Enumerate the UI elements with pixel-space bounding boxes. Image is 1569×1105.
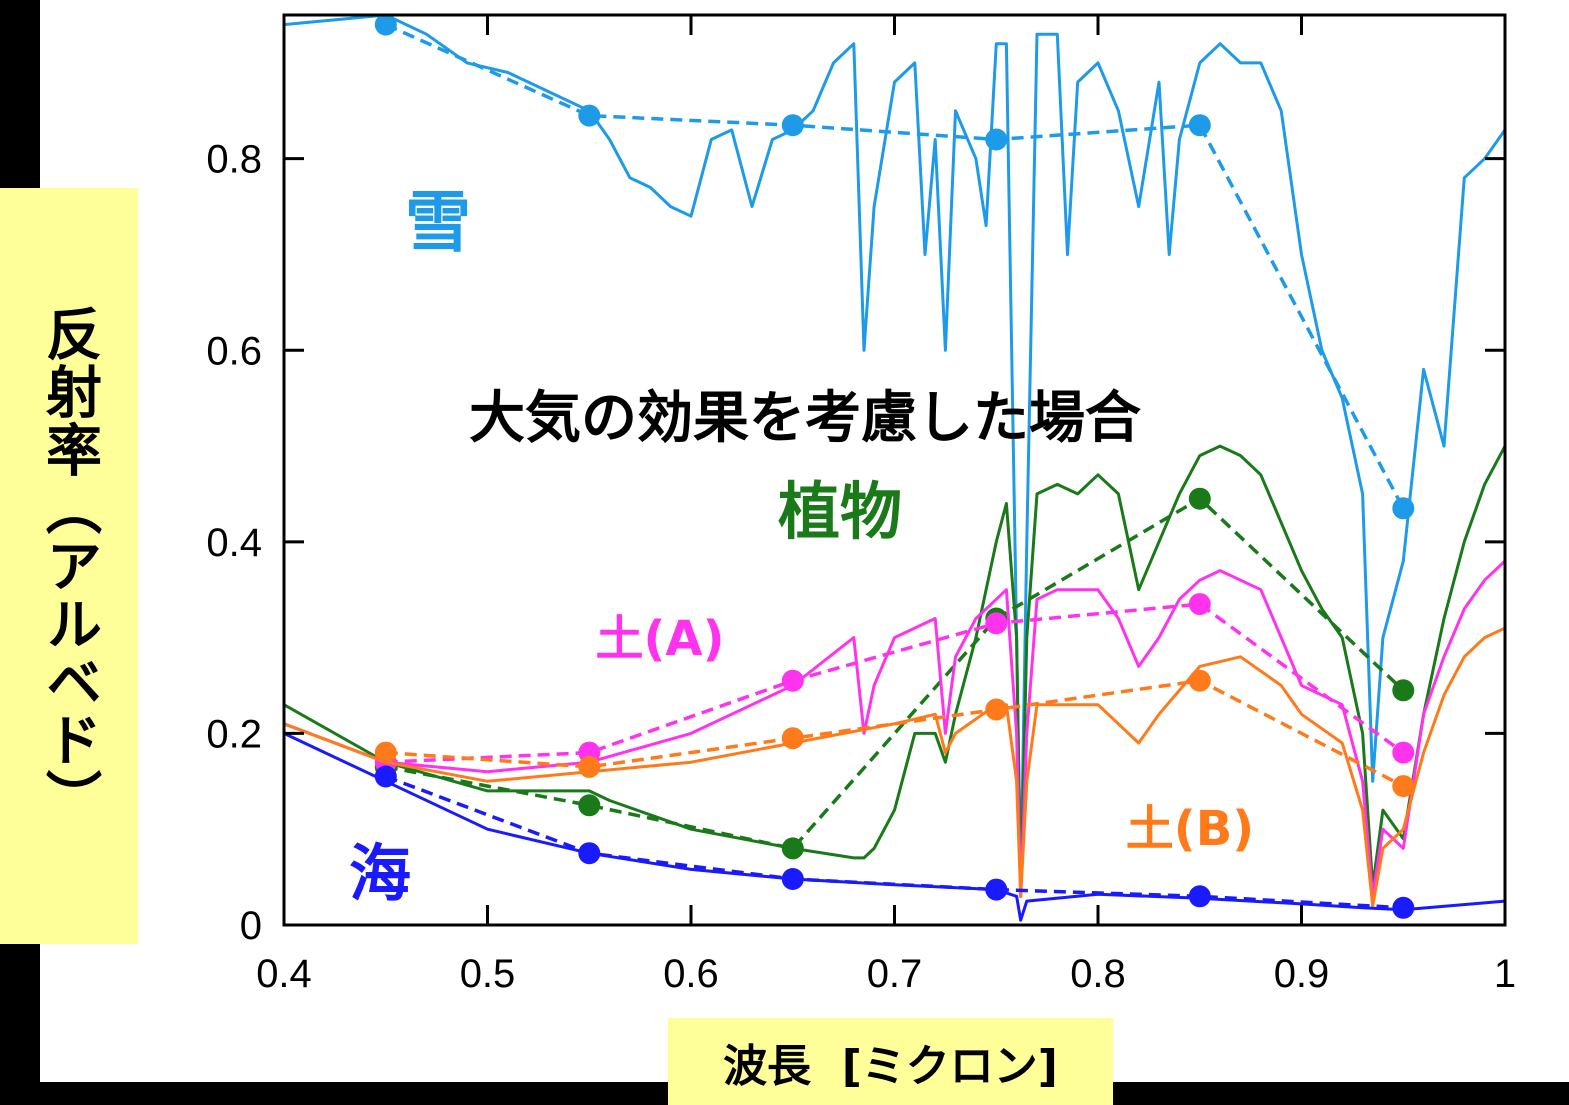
series-4-spectrum-line <box>283 732 1506 922</box>
y-tick-label-3: 0.6 <box>206 329 262 373</box>
series-2-point-5 <box>1392 741 1415 764</box>
series-3-point-2 <box>781 727 804 750</box>
series-0-point-4 <box>1188 114 1211 137</box>
series-3-point-3 <box>985 698 1008 721</box>
series-0-point-2 <box>781 114 804 137</box>
x-tick-label-6: 1 <box>1494 952 1516 996</box>
series-2-band-average-line <box>385 602 1405 764</box>
series-4 <box>283 732 1506 922</box>
y-axis-label-box: 反射率（アルベド） <box>0 188 138 944</box>
series-label-soil-a: 土(A) <box>595 611 724 667</box>
series-1-point-4 <box>1188 487 1211 510</box>
y-tick-label-1: 0.2 <box>206 712 262 756</box>
x-tick-label-1: 0.5 <box>460 952 516 996</box>
series-1-point-2 <box>781 837 804 860</box>
series-4-point-0 <box>374 765 397 788</box>
y-tick-label-4: 0.8 <box>206 138 262 182</box>
annotation-title: 大気の効果を考慮した場合 <box>469 386 1141 451</box>
series-0 <box>283 13 1507 889</box>
series-label-ocean: 海 <box>349 837 411 910</box>
series-3-point-4 <box>1188 669 1211 692</box>
series-2-point-3 <box>985 612 1008 635</box>
series-layer <box>283 13 1507 922</box>
x-tick-label-5: 0.9 <box>1274 952 1330 996</box>
axes-layer: 0.4 0.5 0.6 0.7 0.8 0.9 1 0 0.2 0.4 0.6 0.8 <box>206 13 1516 996</box>
series-4-point-4 <box>1188 885 1211 908</box>
series-4-point-5 <box>1392 896 1415 919</box>
series-3-point-0 <box>374 741 397 764</box>
series-0-spectrum-line <box>283 13 1507 889</box>
series-4-point-3 <box>985 878 1008 901</box>
series-4-band-average-line <box>385 774 1404 910</box>
series-2-point-4 <box>1188 593 1211 616</box>
series-label-snow: 雪 <box>405 184 471 261</box>
series-0-point-1 <box>578 104 601 127</box>
series-3-spectrum-line <box>283 626 1506 908</box>
series-3-point-1 <box>578 755 601 778</box>
x-tick-label-4: 0.8 <box>1070 952 1126 996</box>
series-4-point-2 <box>781 868 804 890</box>
series-1-band-average-line <box>385 496 1405 851</box>
series-3-point-5 <box>1392 775 1415 798</box>
y-tick-label-0: 0 <box>240 904 262 948</box>
series-1-point-5 <box>1392 679 1415 702</box>
x-axis-label-box: 波長 [ミクロン] <box>668 1018 1113 1105</box>
series-2-point-2 <box>781 669 804 692</box>
series-0-point-5 <box>1392 497 1415 520</box>
series-0-point-3 <box>985 128 1008 151</box>
series-3-band-average-line <box>385 678 1405 788</box>
series-1-point-1 <box>578 794 601 817</box>
x-tick-label-3: 0.7 <box>867 952 923 996</box>
y-axis-label: 反射率（アルベド） <box>36 305 102 827</box>
series-1-spectrum-line <box>283 444 1507 898</box>
series-3 <box>283 626 1506 908</box>
x-tick-label-0: 0.4 <box>256 952 312 996</box>
series-0-point-0 <box>374 13 397 36</box>
series-label-vegetation: 植物 <box>778 475 902 548</box>
y-tick-label-2: 0.4 <box>206 521 262 565</box>
plot-frame <box>282 13 1507 927</box>
series-label-soil-b: 土(B) <box>1126 801 1254 857</box>
series-4-point-1 <box>578 842 601 865</box>
x-axis-label: 波長 [ミクロン] <box>723 1040 1058 1092</box>
series-2-spectrum-line <box>283 559 1507 898</box>
x-tick-label-2: 0.6 <box>663 952 719 996</box>
annotation-layer: 大気の効果を考慮した場合 雪 植物 土(A) 土(B) 海 <box>349 184 1254 910</box>
